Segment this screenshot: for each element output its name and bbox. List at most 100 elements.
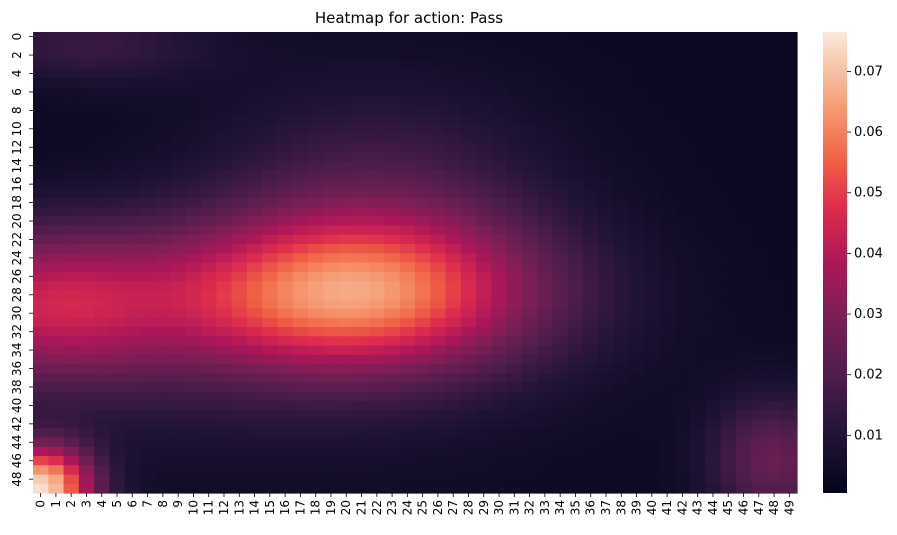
heatmap-cell bbox=[674, 271, 691, 282]
heatmap-cell bbox=[124, 363, 141, 374]
heatmap-cell bbox=[521, 354, 538, 365]
heatmap-cell bbox=[292, 207, 309, 217]
heatmap-cell bbox=[384, 410, 401, 420]
x-tick-label: 31 bbox=[507, 500, 521, 515]
heatmap-cell bbox=[460, 373, 477, 383]
heatmap-cell bbox=[170, 78, 187, 88]
heatmap-cell bbox=[445, 114, 462, 125]
heatmap-cell bbox=[185, 437, 202, 448]
heatmap-cell bbox=[690, 78, 706, 88]
heatmap-cell bbox=[48, 456, 65, 466]
heatmap-cell bbox=[246, 59, 263, 70]
heatmap-cell bbox=[170, 244, 187, 254]
heatmap-cell bbox=[735, 400, 752, 411]
heatmap-cell bbox=[583, 262, 599, 273]
heatmap-cell bbox=[246, 234, 263, 245]
heatmap-cell bbox=[139, 354, 156, 365]
heatmap-cell bbox=[170, 225, 187, 236]
heatmap-cell bbox=[720, 59, 737, 70]
heatmap-cell bbox=[567, 465, 584, 476]
heatmap-cell bbox=[491, 419, 508, 430]
heatmap-cell bbox=[33, 216, 49, 227]
heatmap-cell bbox=[63, 336, 80, 347]
heatmap-cell bbox=[231, 188, 248, 199]
heatmap-cell bbox=[766, 133, 783, 144]
heatmap-cell bbox=[33, 280, 49, 291]
heatmap-cell bbox=[231, 428, 248, 439]
heatmap-cell bbox=[491, 253, 508, 264]
x-tick-label: 33 bbox=[538, 500, 552, 515]
heatmap-cell bbox=[567, 345, 584, 356]
heatmap-cell bbox=[735, 262, 752, 273]
heatmap-cell bbox=[246, 105, 263, 116]
heatmap-cell bbox=[445, 179, 462, 190]
heatmap-cell bbox=[124, 207, 141, 217]
heatmap-cell bbox=[33, 41, 49, 52]
heatmap-cell bbox=[766, 308, 783, 319]
heatmap-cell bbox=[476, 410, 492, 420]
heatmap-cell bbox=[308, 465, 324, 476]
heatmap-cell bbox=[308, 114, 324, 125]
heatmap-cell bbox=[124, 216, 141, 227]
heatmap-cell bbox=[567, 170, 584, 181]
heatmap-cell bbox=[308, 336, 324, 347]
heatmap-cell bbox=[476, 474, 492, 485]
heatmap-cell bbox=[598, 170, 615, 181]
heatmap-cell bbox=[124, 142, 141, 153]
heatmap-cell bbox=[491, 391, 508, 402]
heatmap-cell bbox=[720, 234, 737, 245]
heatmap-cell bbox=[277, 382, 294, 393]
heatmap-cell bbox=[491, 446, 508, 457]
heatmap-cell bbox=[323, 336, 340, 347]
heatmap-cell bbox=[353, 41, 370, 52]
heatmap-cell bbox=[170, 188, 187, 199]
heatmap-cell bbox=[262, 483, 279, 494]
heatmap-cell bbox=[644, 437, 661, 448]
heatmap-cell bbox=[185, 234, 202, 245]
heatmap-cell bbox=[139, 271, 156, 282]
heatmap-cell bbox=[506, 188, 523, 199]
heatmap-cell bbox=[766, 456, 783, 466]
heatmap-cell bbox=[674, 456, 691, 466]
heatmap-cell bbox=[598, 410, 615, 420]
heatmap-cell bbox=[628, 271, 645, 282]
heatmap-cell bbox=[674, 308, 691, 319]
heatmap-cell bbox=[353, 299, 370, 310]
heatmap-cell bbox=[552, 50, 569, 61]
heatmap-cell bbox=[399, 253, 416, 264]
heatmap-cell bbox=[781, 354, 798, 365]
heatmap-cell bbox=[598, 290, 615, 300]
heatmap-cell bbox=[720, 373, 737, 383]
heatmap-cell bbox=[246, 151, 263, 162]
heatmap-cell bbox=[124, 59, 141, 70]
x-tick-label: 46 bbox=[737, 500, 751, 515]
heatmap-cell bbox=[735, 271, 752, 282]
heatmap-cell bbox=[109, 105, 126, 116]
heatmap-cell bbox=[399, 446, 416, 457]
heatmap-cell bbox=[720, 188, 737, 199]
heatmap-cell bbox=[720, 216, 737, 227]
heatmap-cell bbox=[78, 262, 95, 273]
heatmap-cell bbox=[109, 308, 126, 319]
heatmap-cell bbox=[48, 308, 65, 319]
heatmap-cell bbox=[216, 290, 233, 300]
heatmap-cell bbox=[690, 336, 706, 347]
heatmap-cell bbox=[567, 410, 584, 420]
y-tick-label: 46 bbox=[10, 453, 24, 468]
heatmap-cell bbox=[399, 474, 416, 485]
heatmap-cell bbox=[415, 419, 431, 430]
heatmap-cell bbox=[399, 59, 416, 70]
heatmap-cell bbox=[246, 216, 263, 227]
heatmap-cell bbox=[338, 327, 355, 337]
heatmap-cell bbox=[231, 327, 248, 337]
heatmap-cell bbox=[583, 32, 599, 42]
heatmap-cell bbox=[109, 327, 126, 337]
heatmap-cell bbox=[369, 234, 386, 245]
heatmap-cell bbox=[690, 280, 706, 291]
heatmap-cell bbox=[766, 50, 783, 61]
heatmap-cell bbox=[644, 216, 661, 227]
heatmap-cell bbox=[109, 244, 126, 254]
heatmap-cell bbox=[216, 78, 233, 88]
heatmap-cell bbox=[628, 456, 645, 466]
heatmap-cell bbox=[48, 391, 65, 402]
